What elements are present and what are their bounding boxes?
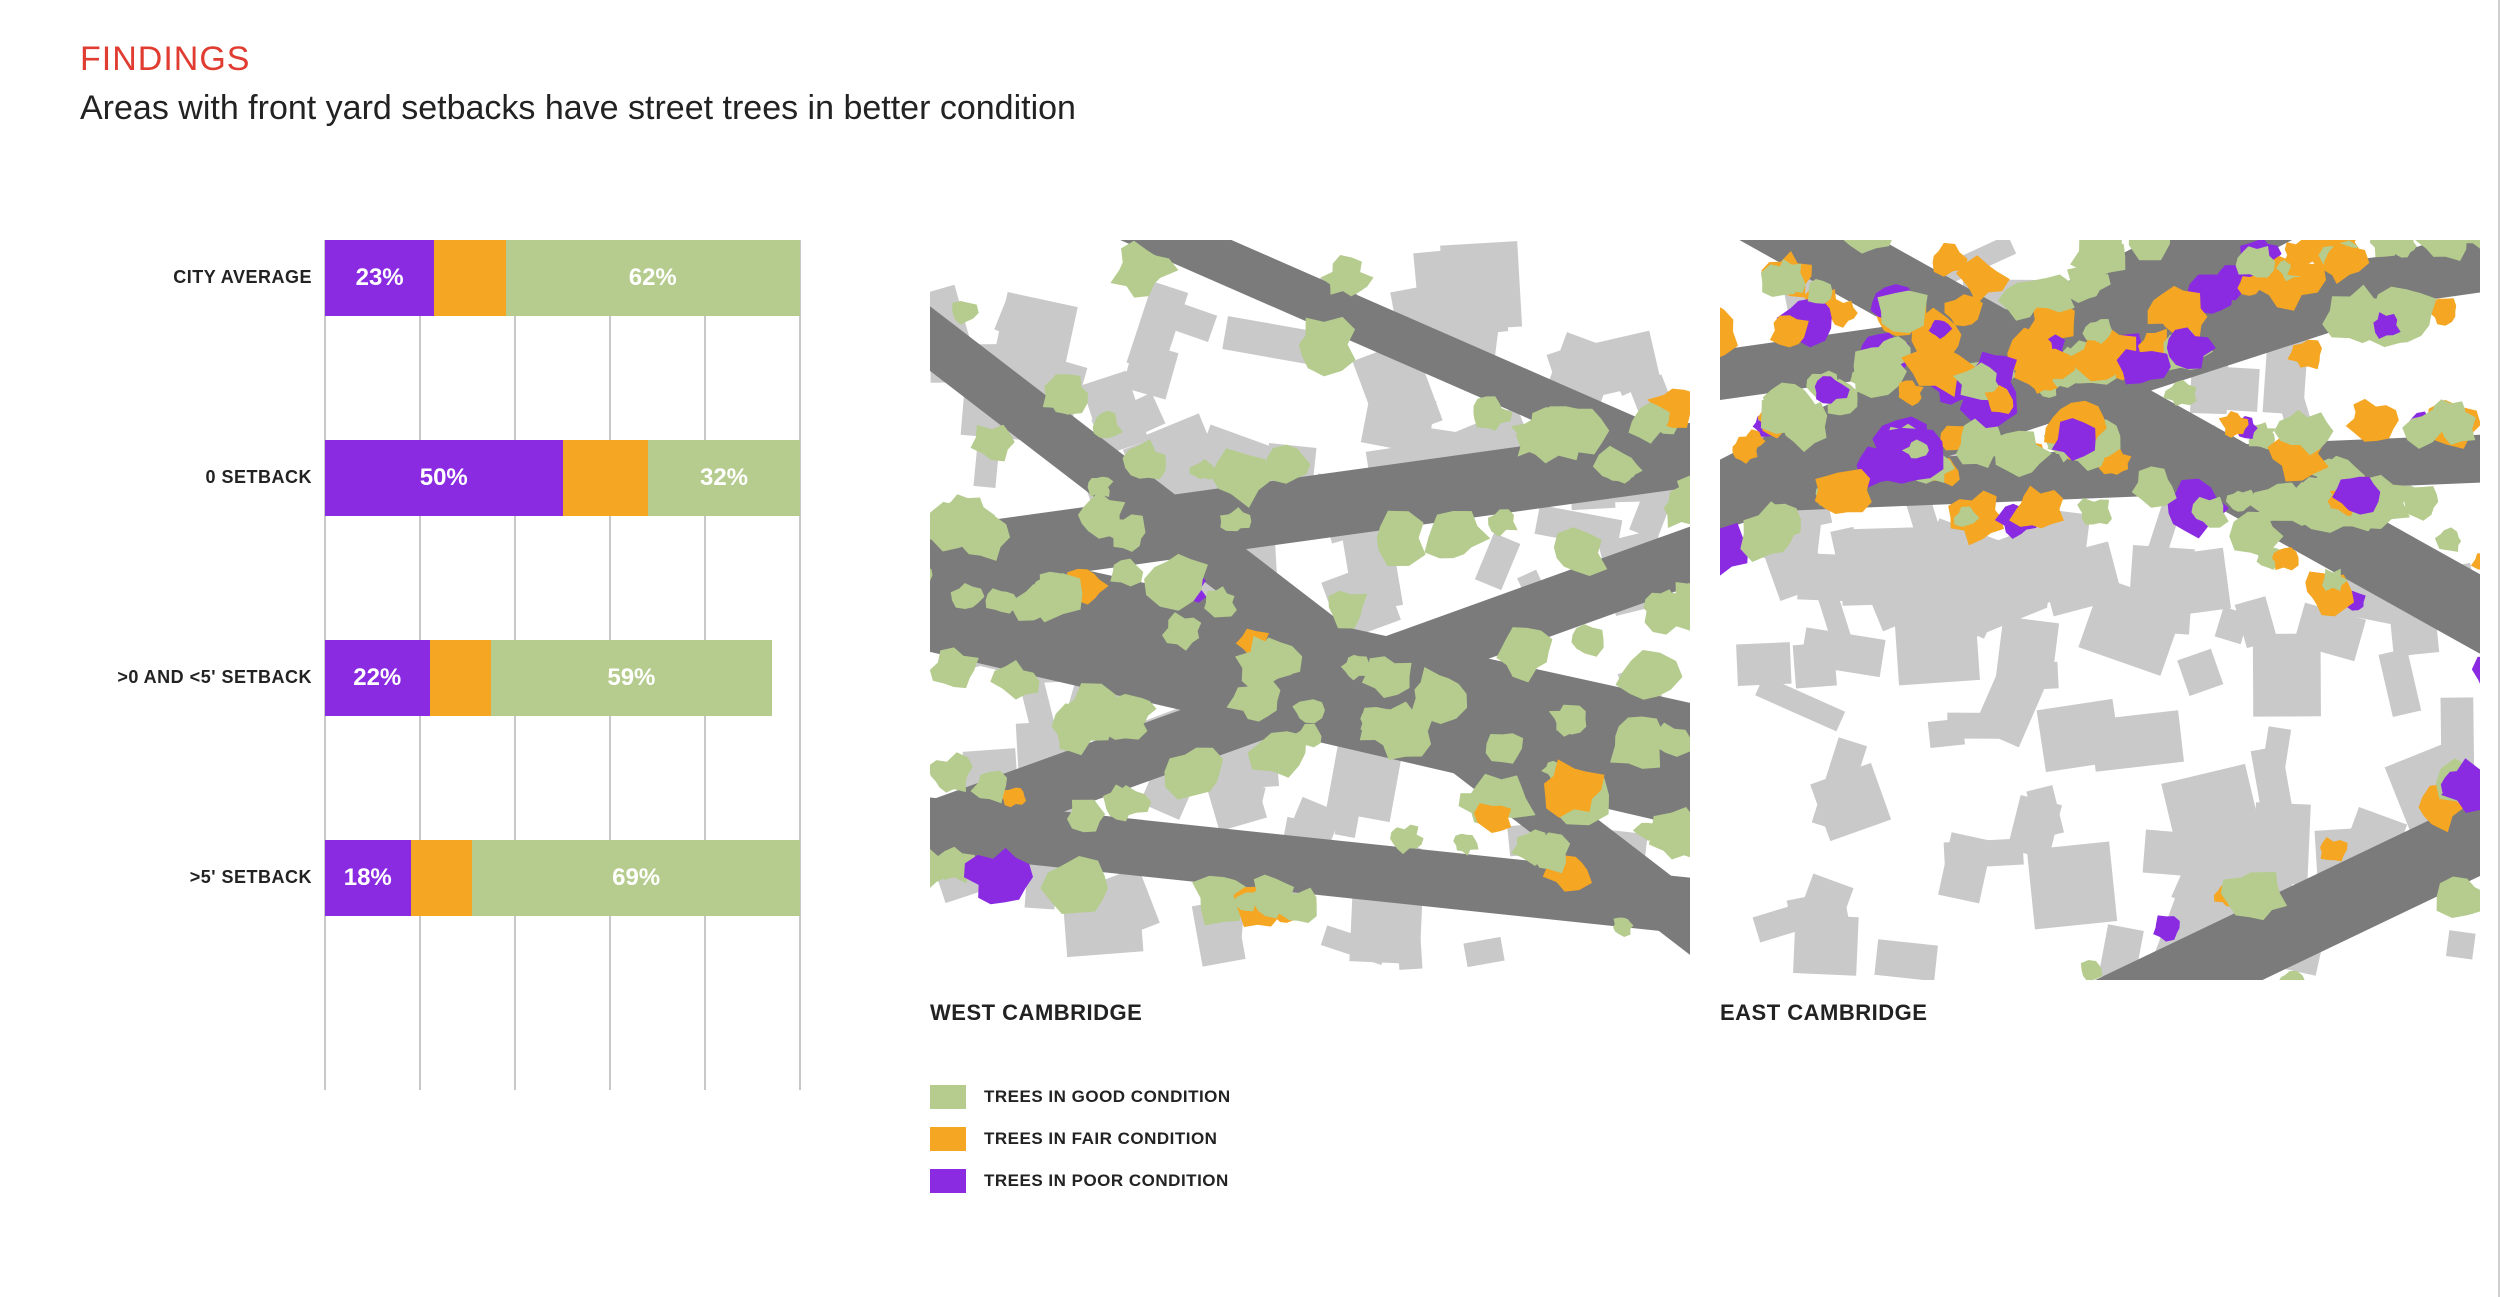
- chart-bar: 18% 69%: [325, 840, 800, 916]
- map-svg: [1720, 240, 2480, 980]
- title-subtitle: Areas with front yard setbacks have stre…: [80, 89, 1076, 128]
- tree-icon: [1377, 511, 1425, 565]
- map-west-cambridge: [930, 240, 1690, 980]
- map-east-cambridge: [1720, 240, 2480, 980]
- map-caption-west: WEST CAMBRIDGE: [930, 1000, 1142, 1026]
- legend-swatch-icon: [930, 1085, 966, 1109]
- chart-bar: 50% 32%: [325, 440, 800, 516]
- legend-label: TREES IN FAIR CONDITION: [984, 1129, 1217, 1149]
- title-block: FINDINGS Areas with front yard setbacks …: [80, 40, 1076, 128]
- chart-bar-segment-good: 62%: [506, 240, 801, 316]
- map-svg: [930, 240, 1690, 980]
- chart-bar-segment-fair: [434, 240, 505, 316]
- chart-row-label: 0 SETBACK: [80, 467, 312, 488]
- tree-icon: [1002, 788, 1026, 807]
- legend-item-good: TREES IN GOOD CONDITION: [930, 1085, 1231, 1109]
- chart-bar-segment-fair: [563, 440, 649, 516]
- legend-label: TREES IN GOOD CONDITION: [984, 1087, 1231, 1107]
- chart-bar: 22% 59%: [325, 640, 800, 716]
- slide: FINDINGS Areas with front yard setbacks …: [0, 0, 2500, 1297]
- legend-item-poor: TREES IN POOR CONDITION: [930, 1169, 1231, 1193]
- chart-bar-segment-poor: 23%: [325, 240, 434, 316]
- chart-row-label: CITY AVERAGE: [80, 267, 312, 288]
- legend-swatch-icon: [930, 1169, 966, 1193]
- chart-bar-segment-good: 32%: [648, 440, 800, 516]
- chart-bar-segment-good: 59%: [491, 640, 771, 716]
- chart-row-label: >0 AND <5' SETBACK: [80, 667, 312, 688]
- legend-label: TREES IN POOR CONDITION: [984, 1171, 1229, 1191]
- tree-icon: [1875, 428, 1943, 483]
- chart-bar-segment-poor: 22%: [325, 640, 430, 716]
- setback-chart: CITY AVERAGE 23% 62% 0 SETBACK 50% 32% >0 AND …: [80, 240, 800, 1090]
- chart-row-label: >5' SETBACK: [80, 867, 312, 888]
- map-caption-east: EAST CAMBRIDGE: [1720, 1000, 1927, 1026]
- chart-bar-segment-fair: [411, 840, 473, 916]
- chart-bar-segment-fair: [430, 640, 492, 716]
- chart-bar-segment-poor: 18%: [325, 840, 411, 916]
- chart-bar-segment-poor: 50%: [325, 440, 563, 516]
- legend-swatch-icon: [930, 1127, 966, 1151]
- chart-bar: 23% 62%: [325, 240, 800, 316]
- chart-bar-segment-good: 69%: [472, 840, 800, 916]
- legend: TREES IN GOOD CONDITION TREES IN FAIR CON…: [930, 1085, 1231, 1211]
- legend-item-fair: TREES IN FAIR CONDITION: [930, 1127, 1231, 1151]
- tree-icon: [1299, 317, 1355, 375]
- title-eyebrow: FINDINGS: [80, 40, 1076, 79]
